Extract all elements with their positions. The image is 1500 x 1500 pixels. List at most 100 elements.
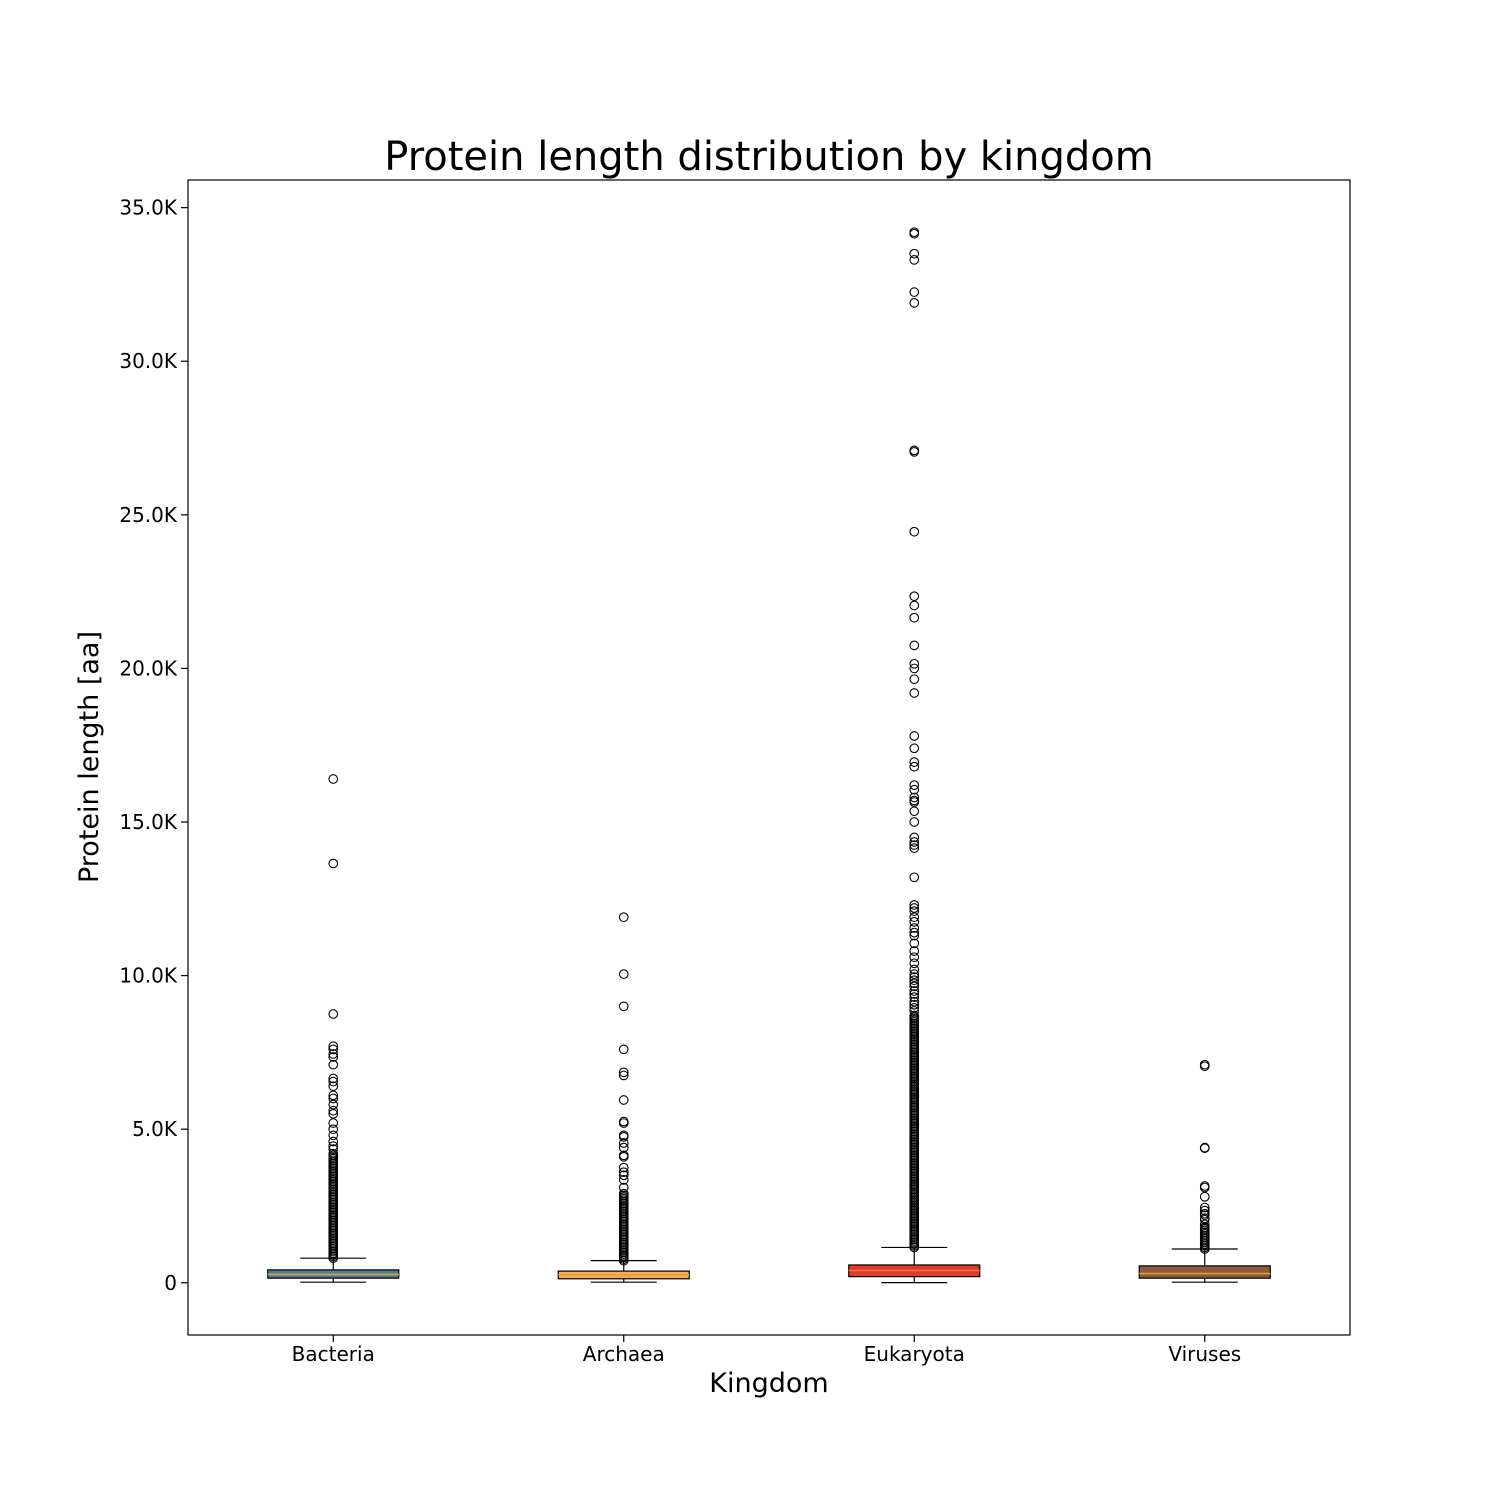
outlier-point bbox=[328, 1076, 339, 1087]
outlier-point bbox=[1199, 1202, 1210, 1213]
y-axis: 0 5.0K 10.0K 15.0K 20.0K 25.0K 30.0K 35.0K bbox=[119, 196, 188, 1295]
outlier-point bbox=[909, 761, 920, 772]
outlier-point bbox=[909, 780, 920, 790]
plot-area bbox=[267, 227, 1271, 1284]
outlier-point bbox=[909, 1006, 920, 1016]
outlier-point bbox=[328, 1093, 339, 1104]
outlier-point bbox=[618, 969, 629, 979]
outlier-point bbox=[618, 1175, 629, 1185]
outlier-point bbox=[328, 1099, 339, 1110]
outlier-point bbox=[328, 1136, 339, 1147]
outlier-point bbox=[909, 658, 920, 669]
outlier-point bbox=[909, 298, 920, 308]
outlier-point bbox=[909, 927, 920, 938]
outlier-point bbox=[328, 1081, 339, 1092]
outlier-point bbox=[328, 1141, 339, 1151]
outlier-point bbox=[909, 946, 920, 956]
outlier-point bbox=[909, 832, 920, 843]
outlier-point bbox=[909, 930, 920, 941]
outlier-point bbox=[909, 1003, 920, 1013]
box-bacteria bbox=[267, 774, 400, 1283]
outlier-point bbox=[909, 912, 920, 923]
outlier-point bbox=[328, 1144, 339, 1155]
chart-title: Protein length distribution by kingdom bbox=[384, 134, 1153, 180]
outlier-point bbox=[909, 992, 920, 1002]
outlier-point bbox=[909, 969, 920, 979]
outlier-point bbox=[909, 591, 920, 602]
outlier-point bbox=[909, 757, 920, 767]
outlier-point bbox=[1199, 1210, 1210, 1221]
outlier-point bbox=[909, 906, 920, 916]
outlier-point bbox=[328, 1059, 339, 1070]
outlier-point bbox=[909, 688, 920, 698]
outlier-point bbox=[1199, 1182, 1210, 1193]
outlier-point bbox=[909, 952, 920, 963]
outlier-point bbox=[1199, 1219, 1210, 1230]
outlier-point bbox=[909, 923, 920, 933]
outlier-point bbox=[909, 900, 920, 910]
outlier-point bbox=[909, 731, 920, 741]
outlier-point bbox=[909, 600, 920, 611]
outlier-point bbox=[909, 999, 920, 1010]
x-tick-label: Eukaryota bbox=[864, 1342, 965, 1366]
y-tick-label: 35.0K bbox=[119, 196, 178, 220]
outlier-point bbox=[618, 1138, 629, 1148]
outlier-point bbox=[328, 1052, 339, 1062]
outlier-point bbox=[909, 526, 920, 537]
outlier-point bbox=[618, 1182, 629, 1193]
outlier-point bbox=[328, 1108, 339, 1119]
outlier-point bbox=[328, 1118, 339, 1128]
outlier-point bbox=[618, 1151, 629, 1162]
outlier-point bbox=[909, 228, 920, 239]
outlier-point bbox=[909, 916, 920, 927]
outlier-point bbox=[909, 674, 920, 685]
outlier-point bbox=[328, 774, 339, 784]
outlier-point bbox=[909, 958, 920, 969]
outlier-point bbox=[909, 1010, 920, 1021]
outlier-point bbox=[909, 287, 920, 297]
outlier-point bbox=[618, 1132, 629, 1142]
outlier-point bbox=[618, 1170, 629, 1181]
outlier-point bbox=[328, 1073, 339, 1084]
outlier-point bbox=[328, 1009, 339, 1019]
outlier-point bbox=[328, 1148, 339, 1159]
y-tick-label: 10.0K bbox=[119, 964, 178, 988]
outlier-point bbox=[909, 986, 920, 996]
box-viruses bbox=[1138, 1059, 1271, 1283]
y-axis-label: Protein length [aa] bbox=[74, 631, 105, 883]
outlier-point bbox=[618, 1044, 629, 1055]
outlier-point bbox=[909, 972, 920, 982]
outlier-point bbox=[618, 1095, 629, 1105]
outlier-point bbox=[909, 989, 920, 999]
outlier-point bbox=[909, 938, 920, 949]
iqr-box bbox=[1138, 1265, 1271, 1279]
outlier-point bbox=[909, 981, 920, 992]
y-tick-label: 15.0K bbox=[119, 810, 178, 834]
y-tick-label: 5.0K bbox=[132, 1117, 178, 1141]
outlier-point bbox=[618, 1070, 629, 1081]
x-axis-label: Kingdom bbox=[709, 1368, 828, 1399]
y-tick-label: 25.0K bbox=[119, 503, 178, 527]
outlier-point bbox=[328, 1105, 339, 1116]
outlier-point bbox=[909, 663, 920, 674]
outlier-point bbox=[909, 872, 920, 883]
outlier-point bbox=[909, 975, 920, 986]
y-tick-label: 30.0K bbox=[119, 349, 178, 373]
outlier-point bbox=[909, 640, 920, 651]
outlier-point bbox=[618, 1162, 629, 1173]
outlier-point bbox=[328, 1124, 339, 1135]
x-tick-label: Archaea bbox=[583, 1342, 665, 1366]
outlier-point bbox=[618, 912, 629, 923]
outlier-point bbox=[909, 843, 920, 853]
outlier-point bbox=[618, 1167, 629, 1178]
outlier-point bbox=[618, 1067, 629, 1078]
outlier-point bbox=[328, 858, 339, 869]
outlier-point bbox=[1199, 1143, 1210, 1154]
outlier-point bbox=[1199, 1191, 1210, 1202]
outlier-point bbox=[909, 447, 920, 457]
x-tick-label: Bacteria bbox=[292, 1342, 375, 1366]
outlier-point bbox=[328, 1049, 339, 1059]
outlier-point bbox=[909, 978, 920, 989]
outlier-point bbox=[909, 837, 920, 847]
